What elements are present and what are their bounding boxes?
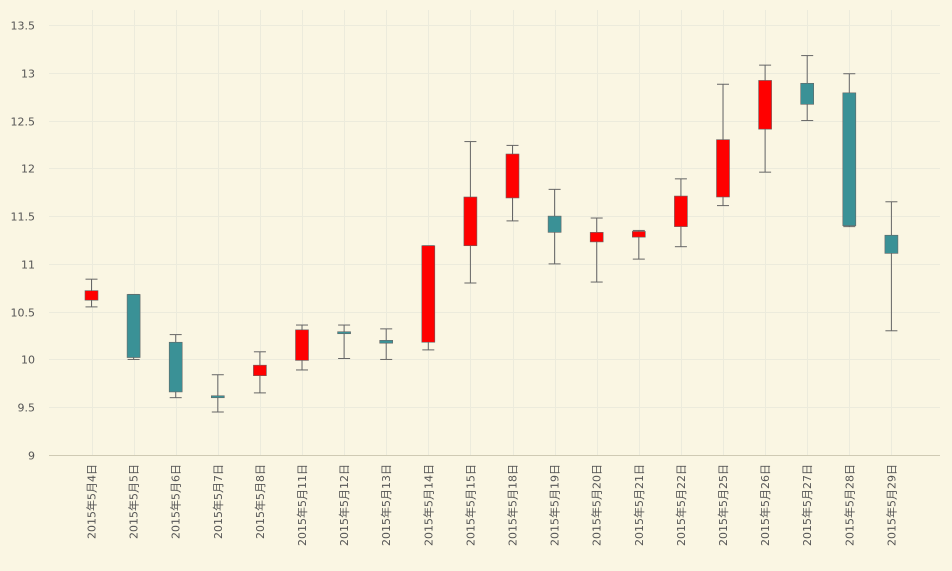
candle[interactable]	[505, 144, 520, 222]
candle[interactable]	[168, 334, 183, 399]
x-tick-label: 2015年5月11日	[295, 464, 309, 546]
candle[interactable]	[884, 201, 899, 332]
candle-body-up	[589, 232, 604, 243]
x-tick-label: 2015年5月25日	[716, 464, 730, 546]
candle-body-down	[168, 341, 183, 393]
candle[interactable]	[589, 217, 604, 283]
x-tick-label: 2015年5月18日	[506, 464, 520, 546]
candle-body-down	[126, 294, 141, 358]
candle-body-down	[211, 395, 225, 399]
candle[interactable]	[421, 245, 436, 351]
x-tick-label: 2015年5月12日	[337, 464, 351, 546]
candle[interactable]	[253, 351, 267, 394]
x-tick-label: 2015年5月14日	[421, 464, 435, 546]
candle[interactable]	[337, 324, 351, 359]
x-tick-label: 2015年5月13日	[379, 464, 393, 546]
candle-body-down	[800, 82, 815, 105]
candle-body-down	[842, 92, 857, 226]
candles	[84, 55, 899, 413]
y-tick-label: 13	[21, 68, 35, 81]
candle[interactable]	[716, 83, 730, 207]
candle[interactable]	[631, 229, 646, 260]
x-tick-label: 2015年5月21日	[632, 464, 646, 546]
candle-body-up	[463, 196, 478, 247]
x-tick-label: 2015年5月29日	[884, 464, 898, 546]
candle[interactable]	[800, 55, 815, 122]
candle-body-up	[295, 329, 309, 361]
y-tick-label: 12	[21, 163, 35, 176]
candle[interactable]	[463, 141, 478, 284]
candle-body-up	[421, 245, 436, 343]
x-tick-label: 2015年5月4日	[85, 464, 99, 539]
axes: 9 9.5 10 10.5 11 11.5 12 12.5 13 13.5 2015年5月4日 201…	[11, 20, 899, 547]
x-tick-label: 2015年5月19日	[548, 464, 562, 546]
x-tick-label: 2015年5月27日	[800, 464, 814, 546]
candle-body-down	[379, 340, 394, 344]
x-tick-label: 2015年5月22日	[674, 464, 688, 546]
candle-body-down	[547, 215, 562, 233]
x-tick-label: 2015年5月28日	[842, 464, 856, 546]
candle-body-down	[337, 331, 351, 335]
x-tick-label: 2015年5月15日	[463, 464, 477, 546]
y-tick-label: 12.5	[11, 116, 36, 129]
y-tick-label: 10	[21, 354, 35, 367]
x-tick-label: 2015年5月5日	[127, 464, 141, 539]
candle[interactable]	[758, 64, 772, 173]
candle[interactable]	[295, 324, 309, 371]
grid	[49, 10, 940, 456]
y-tick-label: 11.5	[11, 211, 36, 224]
x-tick-label: 2015年5月8日	[253, 464, 267, 539]
candle[interactable]	[842, 73, 857, 228]
candle-body-up	[631, 231, 646, 238]
candle-body-up	[716, 139, 730, 198]
candle[interactable]	[379, 328, 394, 360]
candle-body-up	[674, 195, 688, 227]
candle[interactable]	[84, 278, 99, 308]
x-tick-label: 2015年5月26日	[758, 464, 772, 546]
x-tick-label: 2015年5月20日	[590, 464, 604, 546]
candle[interactable]	[126, 293, 141, 360]
x-tick-label: 2015年5月6日	[169, 464, 183, 539]
candle[interactable]	[674, 178, 688, 248]
candle-body-up	[505, 153, 520, 199]
candle-body-up	[758, 80, 772, 130]
y-tick-label: 10.5	[11, 307, 36, 320]
y-tick-label: 9	[28, 450, 35, 463]
x-tick-label: 2015年5月7日	[211, 464, 225, 539]
candle[interactable]	[547, 188, 562, 265]
candle-body-down	[884, 234, 899, 254]
candle[interactable]	[211, 374, 225, 413]
candle-body-up	[84, 290, 99, 301]
y-tick-label: 9.5	[18, 402, 36, 415]
y-tick-label: 13.5	[11, 20, 36, 33]
candle-body-up	[253, 364, 267, 376]
y-tick-label: 11	[21, 259, 35, 272]
